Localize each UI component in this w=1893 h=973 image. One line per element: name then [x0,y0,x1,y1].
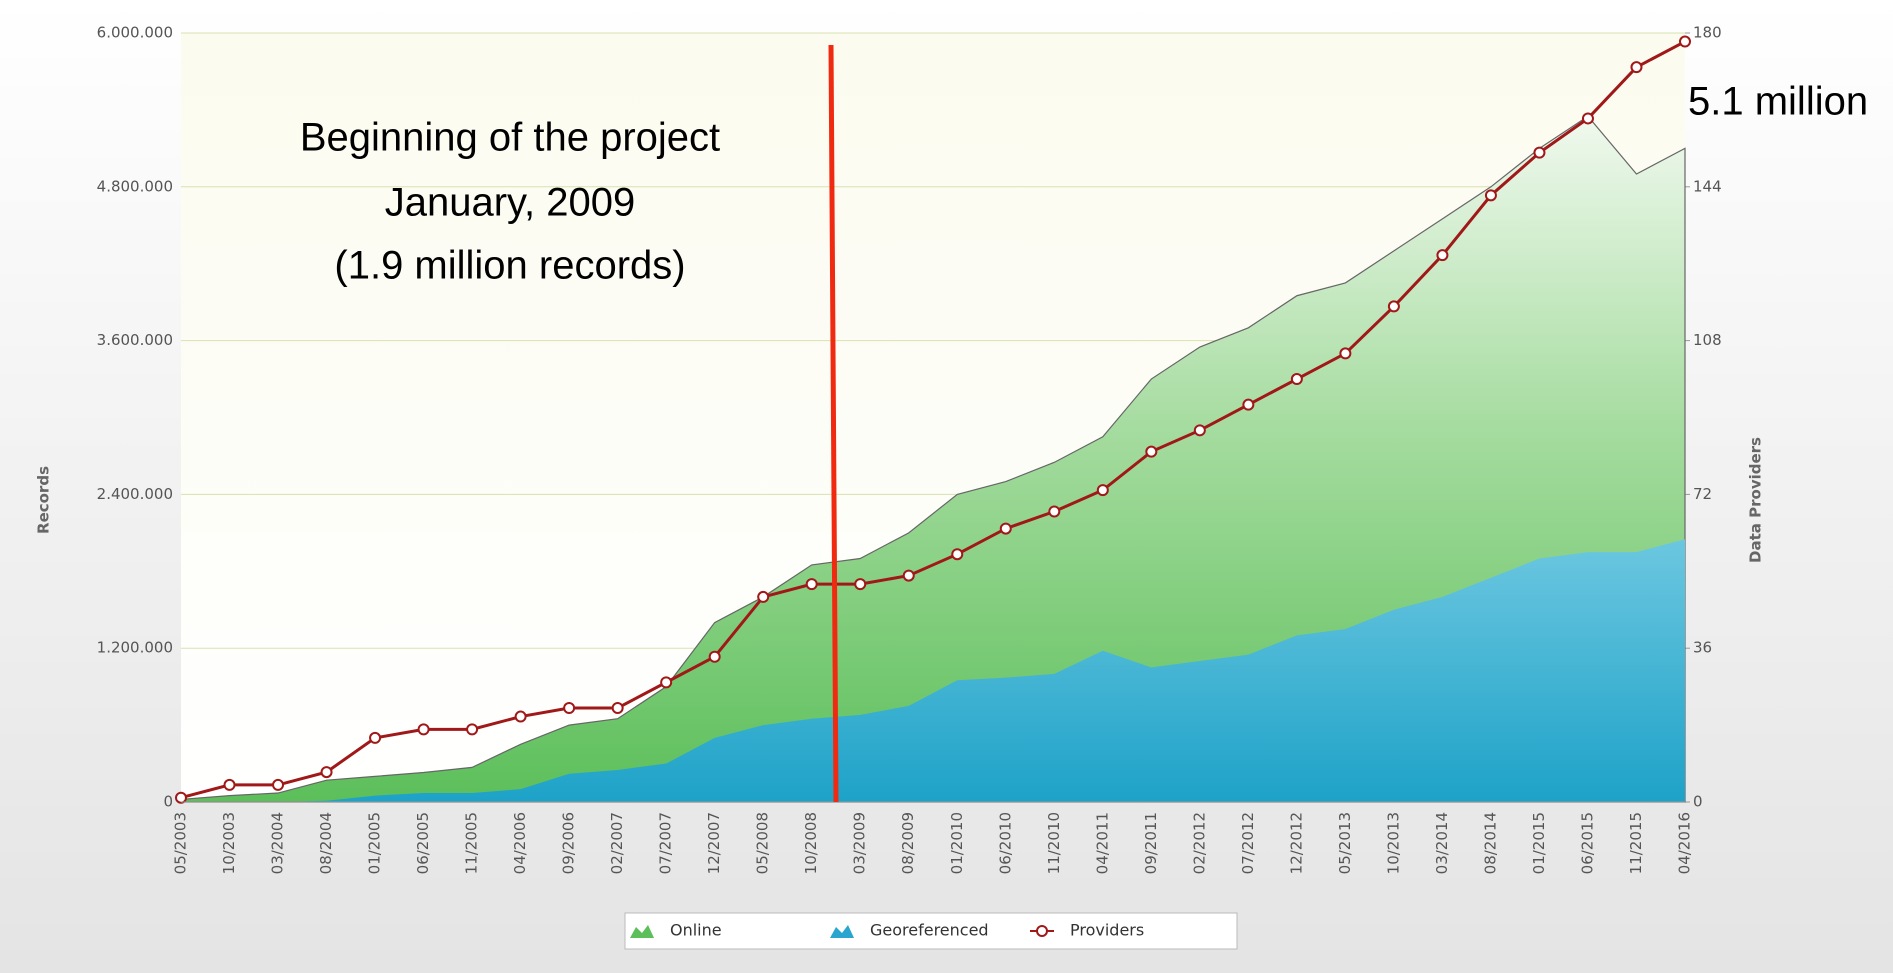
x-tick-label: 08/2004 [317,812,335,874]
marker [1630,61,1643,74]
annotation: (1.9 million records) [334,244,685,288]
x-tick-label: 09/2006 [560,812,578,874]
area [181,539,1685,802]
x-tick-label: 08/2009 [899,812,917,874]
x-tick-label: 11/2005 [463,812,481,874]
x-tick-label: 01/2015 [1530,812,1548,874]
y2-axis-title: Data Providers [1747,437,1765,563]
x-tick-label: 11/2010 [1045,812,1063,874]
x-tick-label: 05/2003 [172,812,190,874]
marker [272,778,285,791]
marker [563,702,576,715]
x-tick-label: 10/2008 [802,812,820,874]
y2-tick-label: 36 [1693,639,1712,657]
marker [1436,249,1449,262]
x-tick-label: 10/2013 [1384,812,1402,874]
y2-tick-label: 144 [1693,177,1722,195]
marker [854,578,867,591]
marker [514,710,527,723]
annotation: Beginning of the project [300,116,720,160]
x-tick-label: 01/2010 [948,812,966,874]
marker [1048,505,1061,518]
y-tick-label: 0 [163,793,173,811]
y-tick-label: 4.800.000 [97,177,173,195]
x-tick-label: 12/2007 [705,812,723,874]
legend-label: Providers [1070,921,1144,940]
marker [951,548,964,561]
x-tick-label: 03/2004 [269,812,287,874]
marker [660,676,673,689]
marker [1193,424,1206,437]
marker [611,702,624,715]
x-tick-label: 12/2012 [1287,812,1305,874]
marker [902,569,915,582]
legend-icon [830,925,854,938]
area [180,115,1686,803]
x-tick-label: 11/2015 [1627,812,1645,874]
x-tick-label: 04/2016 [1676,812,1694,874]
marker [999,522,1012,535]
marker [466,723,479,736]
x-tick-label: 06/2005 [414,812,432,874]
marker [1581,112,1594,125]
x-tick-label: 06/2010 [996,812,1014,874]
legend-icon [1036,925,1048,937]
marker [805,578,818,591]
x-tick-label: 04/2006 [511,812,529,874]
y-tick-label: 6.000.000 [97,24,173,42]
x-tick-label: 07/2007 [657,812,675,874]
y2-tick-label: 72 [1693,485,1712,503]
y-tick-label: 2.400.000 [97,485,173,503]
x-tick-label: 04/2011 [1093,812,1111,874]
line [180,40,1686,800]
x-tick-label: 01/2005 [366,812,384,874]
marker [1096,484,1109,497]
y2-tick-label: 0 [1693,793,1703,811]
x-tick-label: 02/2012 [1190,812,1208,874]
marker [1242,398,1255,411]
legend-label: Online [670,921,722,940]
marker [223,778,236,791]
marker [708,650,721,663]
marker [175,791,187,804]
y2-tick-label: 108 [1693,331,1722,349]
project-start-line [828,44,839,803]
marker [1145,445,1158,458]
x-tick-label: 07/2012 [1239,812,1257,874]
y-tick-label: 1.200.000 [97,639,173,657]
x-tick-label: 02/2007 [608,812,626,874]
x-tick-label: 09/2011 [1142,812,1160,874]
marker [757,590,770,603]
annotation: January, 2009 [385,181,636,225]
marker [1679,35,1691,48]
marker [417,723,430,736]
x-tick-label: 10/2003 [220,812,238,874]
legend-icon [630,925,654,938]
x-tick-label: 03/2014 [1433,812,1451,874]
x-tick-label: 08/2014 [1481,812,1499,874]
marker [1339,347,1352,360]
y-tick-label: 3.600.000 [97,331,173,349]
annotation: 5.1 million [1688,80,1868,124]
marker [1484,189,1497,202]
marker [1387,300,1400,313]
marker [1290,373,1303,386]
marker [369,731,382,744]
x-tick-label: 05/2008 [754,812,772,874]
x-tick-label: 06/2015 [1578,812,1596,874]
marker [1533,146,1546,159]
y-axis-title: Records [35,466,53,534]
legend [624,912,1238,950]
x-tick-label: 05/2013 [1336,812,1354,874]
marker [320,766,333,779]
y2-tick-label: 180 [1693,24,1722,42]
x-tick-label: 03/2009 [851,812,869,874]
legend-label: Georeferenced [870,921,989,940]
